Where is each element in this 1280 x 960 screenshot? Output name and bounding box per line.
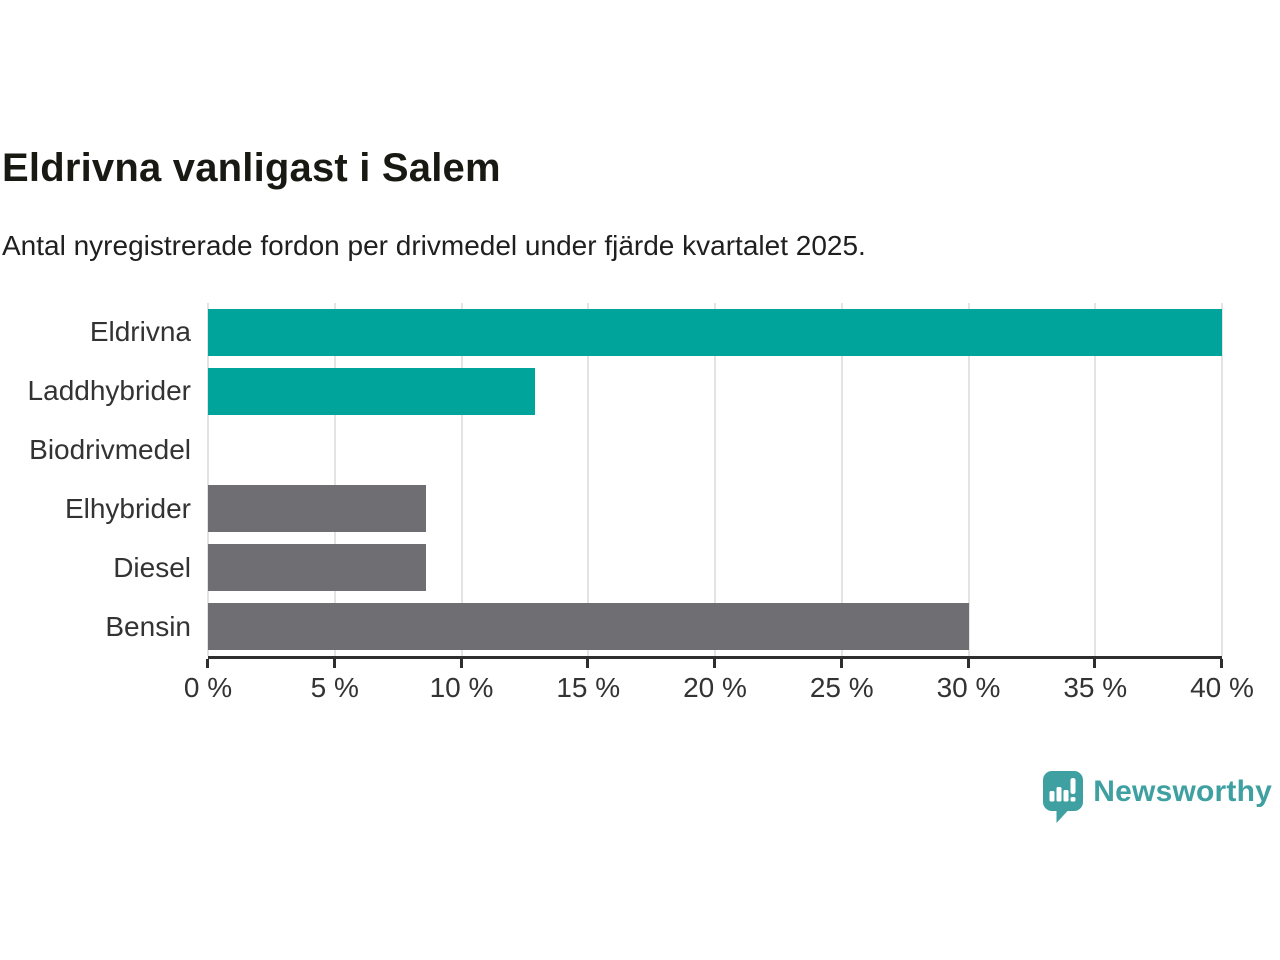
category-label: Laddhybrider: [27, 375, 191, 407]
axis-tick: [206, 659, 209, 668]
chart-title: Eldrivna vanligast i Salem: [2, 146, 501, 190]
category-label: Bensin: [105, 610, 191, 642]
axis-tick-label: 5 %: [310, 672, 359, 703]
chart-subtitle: Antal nyregistrerade fordon per drivmede…: [2, 230, 866, 261]
bar-row: Biodrivmedel: [29, 421, 1222, 480]
newsworthy-bar-chart-speech-bubble-icon: [1043, 771, 1084, 823]
gridline: [207, 303, 209, 656]
gridline: [967, 303, 970, 656]
axis-tick-label: 20 %: [683, 672, 747, 703]
bar: [208, 603, 969, 651]
bar-rows: Eldrivna Laddhybrider Biodrivmedel Elhybrid…: [28, 303, 1222, 656]
bar: [208, 367, 535, 415]
plot-area: Eldrivna Laddhybrider Biodrivmedel Elhybrid…: [28, 303, 1254, 703]
bar-row: Elhybrider: [65, 479, 1222, 538]
axis-tick-label: 35 %: [1063, 672, 1128, 703]
category-label: Biodrivmedel: [29, 434, 191, 466]
axis-tick: [459, 659, 463, 668]
category-label: Elhybrider: [64, 492, 191, 524]
axis-tick: [586, 659, 590, 668]
axis-tick-label: 15 %: [556, 672, 621, 703]
gridline: [333, 303, 336, 656]
gridlines: [207, 303, 1223, 656]
bar-row: Laddhybrider: [28, 362, 1222, 421]
axis-tick: [839, 659, 843, 668]
gridline: [460, 303, 463, 656]
bar-row: Diesel: [113, 538, 1222, 597]
x-axis: 0 % 5 % 10 % 15 % 20 % 25 % 30 % 35 % 40 %: [184, 656, 1254, 703]
axis-tick-label: 25 %: [809, 672, 874, 703]
axis-tick: [1220, 659, 1223, 668]
bar: [208, 485, 426, 533]
gridline: [1094, 303, 1097, 656]
axis-tick-label: 30 %: [936, 672, 1001, 703]
bar: [208, 309, 1222, 356]
axis-tick: [332, 659, 336, 668]
bar-row: Eldrivna: [90, 303, 1222, 362]
axis-tick-label: 0 %: [183, 672, 233, 703]
newsworthy-logo: Newsworthy: [1043, 771, 1272, 823]
axis-tick: [1093, 659, 1097, 668]
axis-tick: [966, 659, 970, 668]
axis-tick: [713, 659, 716, 668]
gridline: [714, 303, 716, 656]
category-label: Eldrivna: [89, 316, 191, 348]
axis-tick-label: 40 %: [1190, 672, 1254, 703]
newsworthy-logo-text: Newsworthy: [1093, 775, 1272, 808]
bar: [208, 544, 426, 592]
axis-tick-label: 10 %: [429, 672, 494, 703]
bar-row: Bensin: [105, 597, 1222, 656]
gridline: [587, 303, 590, 656]
gridline: [840, 303, 843, 656]
category-label: Diesel: [113, 551, 191, 583]
gridline: [1221, 303, 1223, 656]
